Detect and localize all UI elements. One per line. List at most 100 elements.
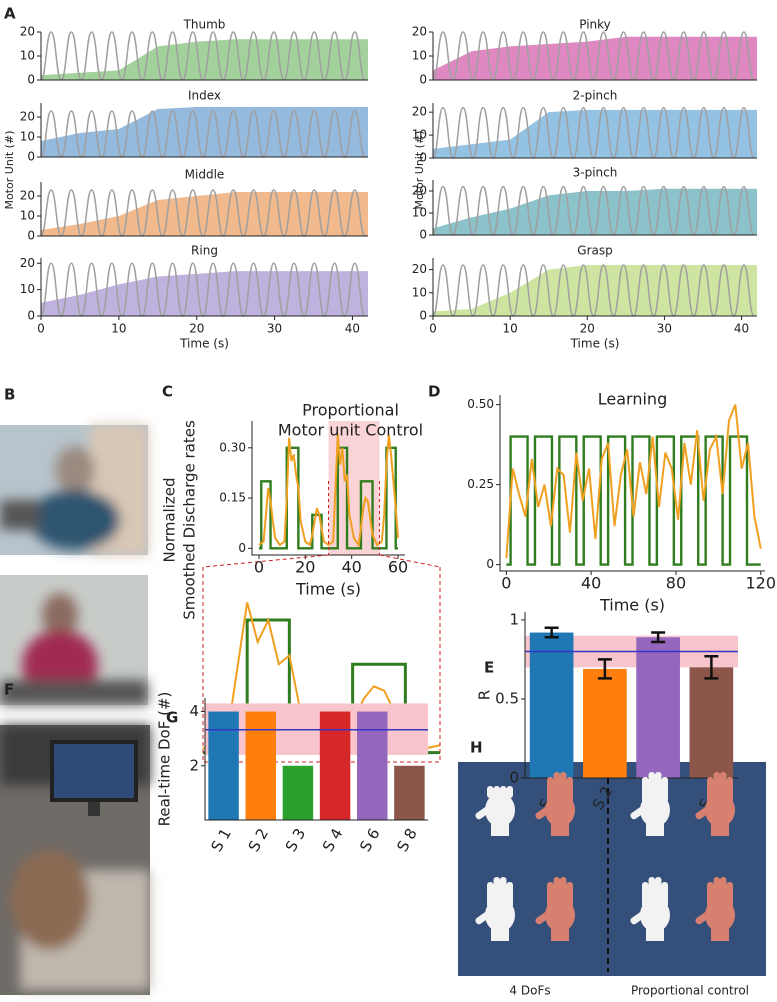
error-bar bbox=[597, 658, 612, 680]
finger bbox=[560, 772, 567, 798]
error-bar bbox=[651, 631, 666, 644]
thumb bbox=[630, 911, 646, 925]
finger bbox=[547, 882, 554, 908]
panel-label: C bbox=[162, 383, 173, 401]
x-tick-label: S 3 bbox=[282, 825, 310, 855]
unit-activity bbox=[41, 107, 368, 157]
bar bbox=[245, 711, 276, 820]
bar bbox=[208, 711, 239, 820]
bar bbox=[319, 711, 351, 820]
photo-b-top bbox=[0, 425, 148, 555]
hand-icon bbox=[475, 786, 515, 836]
thumb bbox=[475, 806, 491, 820]
x-tick-label: 20 bbox=[189, 322, 204, 336]
subplot-title: Pinky bbox=[579, 18, 611, 32]
unit-activity bbox=[41, 39, 368, 80]
y-tick-label: 0.5 bbox=[495, 689, 519, 707]
series-line bbox=[506, 435, 761, 566]
finger bbox=[720, 877, 727, 903]
x-tick-label: 60 bbox=[388, 558, 408, 577]
finger bbox=[493, 877, 500, 903]
x-axis-label: Time (s) bbox=[570, 337, 620, 351]
y-tick-label: 0.30 bbox=[219, 440, 246, 454]
zoom-connector bbox=[202, 554, 329, 568]
panel-label: A bbox=[4, 5, 16, 23]
unit-activity bbox=[41, 271, 368, 316]
y-tick-label: 10 bbox=[412, 49, 427, 63]
y-tick-label: 0 bbox=[27, 229, 35, 243]
panel-label: H bbox=[470, 739, 483, 757]
y-tick-label: 20 bbox=[412, 105, 427, 119]
panel-h-label: 4 DoFs bbox=[509, 984, 550, 998]
unit-activity bbox=[433, 264, 757, 316]
y-tick-label: 0 bbox=[27, 150, 35, 164]
photo-b-bottom bbox=[0, 575, 148, 705]
y-tick-label: 20 bbox=[412, 262, 427, 276]
finger bbox=[726, 882, 733, 908]
y-tick-label: 0 bbox=[419, 228, 427, 242]
thumb bbox=[535, 911, 551, 925]
y-tick-label: 10 bbox=[20, 130, 35, 144]
hand-icon bbox=[695, 877, 735, 941]
axis bbox=[499, 395, 765, 572]
unit-activity bbox=[433, 188, 757, 235]
finger bbox=[655, 877, 662, 903]
hand-icon bbox=[695, 772, 735, 836]
wrist bbox=[711, 927, 729, 941]
y-axis-label: Real-time DoF (#) bbox=[156, 692, 174, 827]
x-tick-label: S 6 bbox=[356, 825, 384, 855]
x-tick-label: 40 bbox=[734, 322, 749, 336]
finger bbox=[726, 777, 733, 803]
finger bbox=[648, 772, 655, 798]
wrist bbox=[551, 822, 569, 836]
y-axis-label: Smoothed Discharge rates bbox=[181, 420, 199, 620]
finger bbox=[720, 772, 727, 798]
y-tick-label: 20 bbox=[20, 25, 35, 39]
series-line bbox=[258, 446, 399, 550]
unit-activity bbox=[433, 109, 757, 158]
finger bbox=[707, 882, 714, 908]
y-axis-label: Motor Unit (#) bbox=[413, 131, 426, 210]
finger bbox=[642, 777, 649, 803]
y-tick-label: 10 bbox=[20, 49, 35, 63]
thumb bbox=[630, 806, 646, 820]
y-tick-label: 20 bbox=[412, 25, 427, 39]
subplot-title: Grasp bbox=[577, 244, 612, 258]
x-tick-label: 20 bbox=[580, 322, 595, 336]
x-tick-label: 0 bbox=[37, 322, 45, 336]
x-tick-label: 30 bbox=[657, 322, 672, 336]
subplot-title: 2-pinch bbox=[573, 89, 618, 103]
chart-title: Learning bbox=[598, 390, 667, 409]
y-tick-label: 20 bbox=[412, 184, 427, 198]
panel-label: B bbox=[4, 386, 15, 404]
finger bbox=[661, 777, 668, 803]
axis bbox=[251, 421, 405, 556]
panel-i-label: Proportional control bbox=[631, 984, 749, 998]
series-line bbox=[258, 434, 400, 548]
zoom-connector bbox=[379, 554, 441, 568]
y-tick-label: 0.15 bbox=[219, 491, 246, 505]
thumb bbox=[695, 911, 711, 925]
bar bbox=[282, 765, 314, 820]
photo-f bbox=[0, 725, 150, 995]
y-axis-label: Motor Unit (#) bbox=[3, 131, 16, 210]
finger bbox=[661, 882, 668, 908]
y-tick-label: 0 bbox=[27, 73, 35, 87]
bar bbox=[357, 711, 388, 820]
x-tick-label: 20 bbox=[295, 558, 315, 577]
finger bbox=[506, 786, 513, 798]
x-tick-label: S 1 bbox=[207, 825, 235, 855]
bar bbox=[529, 632, 574, 778]
wrist bbox=[711, 822, 729, 836]
panel-label: F bbox=[4, 681, 14, 699]
finger bbox=[648, 877, 655, 903]
subplot-title: Thumb bbox=[183, 18, 226, 32]
finger bbox=[487, 786, 494, 798]
hand-icon bbox=[535, 772, 575, 836]
finger bbox=[560, 877, 567, 903]
hand-icon bbox=[630, 877, 670, 941]
y-tick-label: 4 bbox=[189, 702, 199, 720]
y-tick-label: 10 bbox=[20, 282, 35, 296]
error-bar bbox=[544, 626, 559, 639]
y-tick-label: 10 bbox=[412, 206, 427, 220]
